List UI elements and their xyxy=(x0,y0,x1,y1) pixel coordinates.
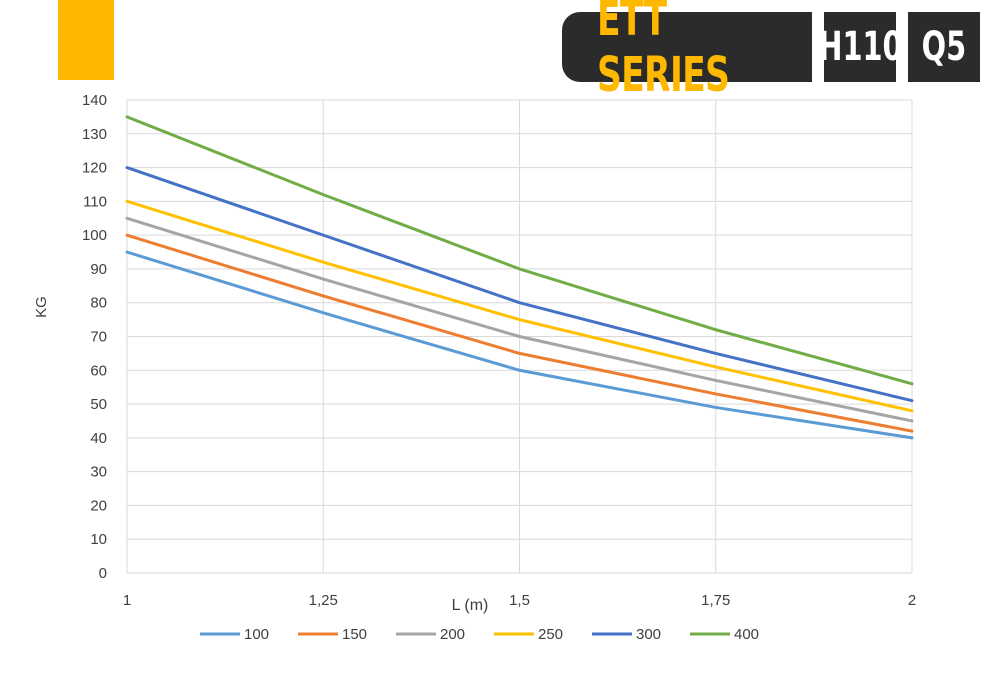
x-tick-label: 1 xyxy=(123,592,131,609)
y-tick-label: 120 xyxy=(82,160,107,177)
y-tick-label: 70 xyxy=(90,329,107,346)
y-tick-label: 20 xyxy=(90,497,107,514)
series-line-200 xyxy=(125,216,914,423)
series-line-150 xyxy=(125,233,914,433)
x-tick-label: 1,5 xyxy=(509,592,530,609)
y-tick-label: 10 xyxy=(90,531,107,548)
x-tick-label: 1,75 xyxy=(701,592,730,609)
legend-label: 250 xyxy=(538,626,563,643)
series-line-400 xyxy=(125,115,914,386)
header-badges: ETT SERIES H110 Q5 xyxy=(562,0,980,103)
legend-label: 300 xyxy=(636,626,661,643)
series-line-250 xyxy=(125,199,914,413)
y-tick-label: 60 xyxy=(90,362,107,379)
series-badge: ETT SERIES xyxy=(562,0,812,103)
legend: 100 150 200 250 300 400 xyxy=(200,626,759,643)
legend-label: 150 xyxy=(342,626,367,643)
axis-ticks: 0 10 20 30 40 50 60 70 80 90 100 110 120 130 140 1 1,25 1… xyxy=(82,92,916,609)
x-axis-label: L (m) xyxy=(452,597,489,614)
series-lines xyxy=(125,115,914,440)
model-label: H110 xyxy=(817,24,903,70)
y-tick-label: 140 xyxy=(82,92,107,109)
y-tick-label: 80 xyxy=(90,295,107,312)
y-tick-label: 30 xyxy=(90,464,107,481)
series-line-300 xyxy=(125,166,914,403)
y-tick-label: 100 xyxy=(82,227,107,244)
y-tick-label: 0 xyxy=(99,565,107,582)
x-tick-label: 1,25 xyxy=(309,592,338,609)
accent-bar xyxy=(58,0,114,80)
variant-label: Q5 xyxy=(921,24,967,70)
y-tick-label: 90 xyxy=(90,261,107,278)
legend-label: 100 xyxy=(244,626,269,643)
legend-label: 200 xyxy=(440,626,465,643)
legend-label: 400 xyxy=(734,626,759,643)
y-tick-label: 40 xyxy=(90,430,107,447)
y-axis-label: KG xyxy=(33,296,50,318)
y-tick-label: 110 xyxy=(83,193,107,210)
variant-badge: Q5 xyxy=(908,12,980,82)
model-badge: H110 xyxy=(818,12,902,82)
series-label: ETT SERIES xyxy=(597,0,730,103)
y-tick-label: 130 xyxy=(82,126,107,143)
y-tick-label: 50 xyxy=(90,396,107,413)
series-line-100 xyxy=(125,250,914,440)
x-tick-label: 2 xyxy=(908,592,916,609)
chart-container: 0 10 20 30 40 50 60 70 80 90 100 110 120 130 140 1 1,25 1… xyxy=(0,86,994,672)
